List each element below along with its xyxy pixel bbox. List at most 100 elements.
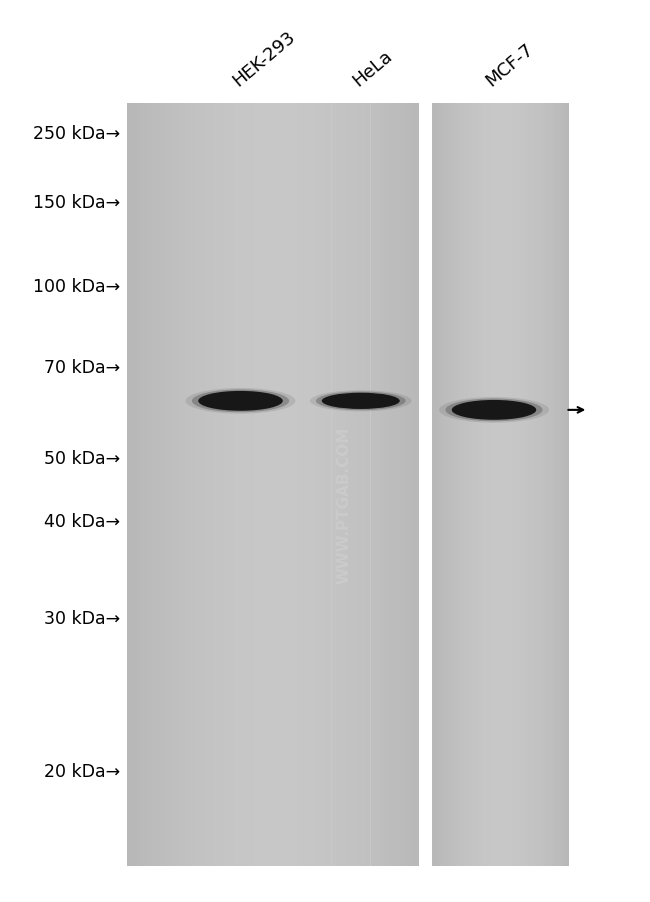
Text: HeLa: HeLa (349, 47, 396, 90)
Bar (507, 104, 510, 866)
Bar (361, 104, 365, 866)
Bar (385, 104, 390, 866)
Text: WWW.PTGAB.COM: WWW.PTGAB.COM (337, 427, 352, 584)
Bar (555, 104, 558, 866)
Bar (263, 104, 268, 866)
Bar (464, 104, 467, 866)
Bar (146, 104, 151, 866)
Bar (439, 104, 441, 866)
Bar (312, 104, 317, 866)
Bar (181, 104, 185, 866)
Bar (521, 104, 523, 866)
Bar (551, 104, 552, 866)
Bar (437, 104, 439, 866)
Text: 20 kDa→: 20 kDa→ (44, 762, 120, 780)
Bar (487, 104, 489, 866)
Bar (298, 104, 302, 866)
Bar (432, 104, 434, 866)
Bar (514, 104, 516, 866)
Bar (491, 104, 494, 866)
Bar (410, 104, 415, 866)
Bar (473, 104, 475, 866)
Bar (503, 104, 505, 866)
Bar (395, 104, 400, 866)
Bar (460, 104, 461, 866)
Bar (505, 104, 507, 866)
Bar (268, 104, 273, 866)
Bar (176, 104, 181, 866)
Bar (450, 104, 452, 866)
Bar (480, 104, 482, 866)
Bar (478, 104, 480, 866)
Bar (560, 104, 562, 866)
Bar (370, 104, 376, 866)
Bar (458, 104, 460, 866)
Text: 40 kDa→: 40 kDa→ (44, 512, 120, 530)
Bar (254, 104, 259, 866)
Ellipse shape (322, 393, 400, 410)
Bar (142, 104, 146, 866)
Bar (476, 104, 478, 866)
Bar (500, 104, 503, 866)
Bar (248, 104, 254, 866)
Bar (541, 104, 543, 866)
Bar (469, 104, 471, 866)
Bar (434, 104, 437, 866)
Bar (346, 104, 351, 866)
Bar (190, 104, 195, 866)
Bar (131, 104, 136, 866)
Bar (537, 104, 540, 866)
Ellipse shape (198, 391, 283, 411)
Bar (278, 104, 283, 866)
Bar (566, 104, 569, 866)
Bar (564, 104, 567, 866)
Ellipse shape (310, 391, 411, 412)
FancyBboxPatch shape (127, 104, 419, 866)
Bar (244, 104, 248, 866)
Bar (205, 104, 209, 866)
Bar (326, 104, 332, 866)
Bar (234, 104, 239, 866)
Bar (170, 104, 176, 866)
Bar (443, 104, 446, 866)
Bar (127, 104, 131, 866)
Ellipse shape (192, 390, 289, 413)
Bar (166, 104, 170, 866)
Bar (356, 104, 361, 866)
Bar (543, 104, 546, 866)
Bar (446, 104, 448, 866)
Bar (528, 104, 530, 866)
Bar (548, 104, 551, 866)
Bar (224, 104, 229, 866)
Bar (400, 104, 404, 866)
Bar (209, 104, 215, 866)
Bar (415, 104, 419, 866)
Bar (185, 104, 190, 866)
Text: 150 kDa→: 150 kDa→ (33, 194, 120, 212)
Ellipse shape (316, 392, 406, 410)
Bar (341, 104, 346, 866)
Bar (485, 104, 487, 866)
Bar (546, 104, 548, 866)
Bar (482, 104, 484, 866)
Ellipse shape (186, 389, 295, 414)
Bar (136, 104, 142, 866)
Bar (322, 104, 326, 866)
FancyBboxPatch shape (432, 104, 569, 866)
Bar (523, 104, 525, 866)
Bar (441, 104, 443, 866)
Bar (404, 104, 410, 866)
Bar (455, 104, 458, 866)
Bar (390, 104, 395, 866)
Bar (462, 104, 464, 866)
Text: 70 kDa→: 70 kDa→ (44, 359, 120, 377)
Bar (151, 104, 156, 866)
Bar (161, 104, 166, 866)
Bar (380, 104, 385, 866)
Bar (156, 104, 161, 866)
Bar (376, 104, 380, 866)
Text: MCF-7: MCF-7 (482, 41, 537, 90)
Bar (292, 104, 298, 866)
Bar (552, 104, 555, 866)
Bar (200, 104, 205, 866)
